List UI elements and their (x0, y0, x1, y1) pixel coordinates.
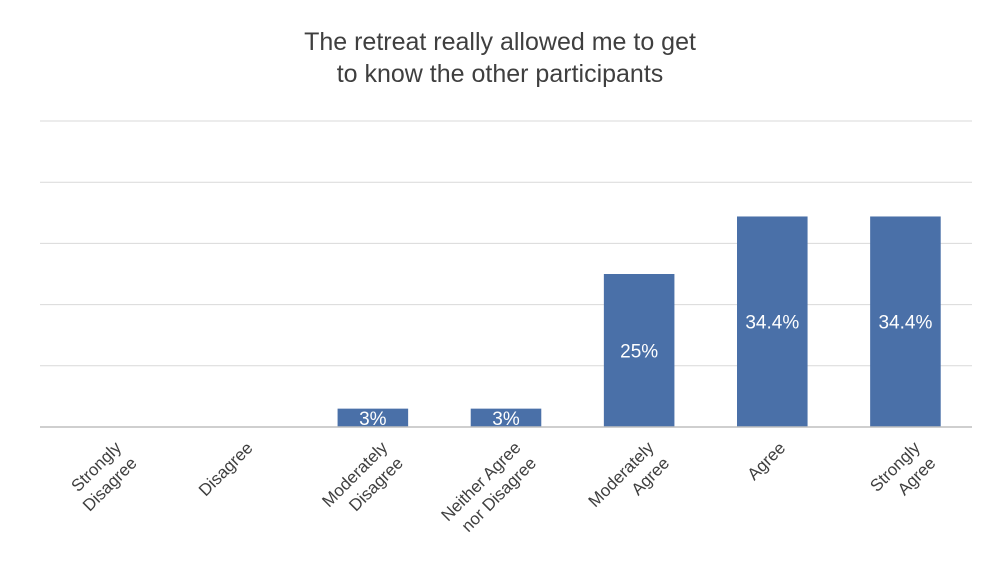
chart-title: The retreat really allowed me to get to … (304, 28, 696, 88)
bar (337, 408, 409, 427)
data-label: 25% (620, 342, 658, 363)
chart-title-line-1: The retreat really allowed me to get (304, 28, 696, 56)
data-labels: 3% 3% 25% 34.4% 34.4% (359, 313, 932, 430)
gridlines (40, 120, 972, 367)
x-tick-label-line: Disagree (195, 438, 257, 500)
bars (337, 216, 941, 427)
x-tick-label: Agree (744, 438, 790, 484)
x-tick-label: Disagree (195, 438, 257, 500)
chart-title-line-2: to know the other participants (337, 60, 664, 88)
data-label: 3% (359, 409, 387, 430)
x-tick-label-line: Agree (744, 438, 790, 484)
bar (870, 216, 941, 427)
bar (470, 408, 542, 427)
bar (737, 216, 808, 427)
bar (603, 274, 675, 427)
data-label: 34.4% (878, 313, 932, 334)
data-label: 34.4% (745, 313, 799, 334)
data-label: 3% (492, 409, 520, 430)
